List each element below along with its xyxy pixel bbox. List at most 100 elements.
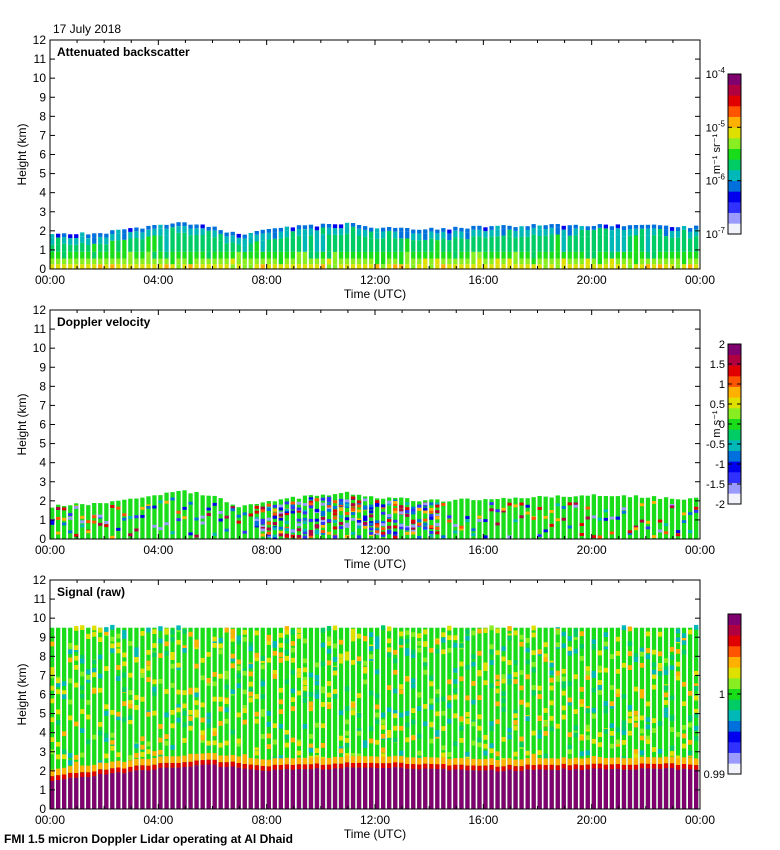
- backscatter-cell: [236, 264, 241, 269]
- signal-cell: [344, 762, 350, 768]
- backscatter-cell: [266, 229, 271, 233]
- backscatter-cell: [260, 251, 265, 259]
- velocity-cell: [567, 502, 572, 506]
- signal-cell: [645, 735, 651, 741]
- signal-cell: [152, 758, 157, 765]
- signal-cell: [188, 755, 193, 762]
- backscatter-cell: [369, 227, 374, 232]
- backscatter-cell: [272, 251, 277, 259]
- backscatter-cell: [320, 258, 326, 265]
- backscatter-cell: [332, 228, 338, 235]
- velocity-cell: [188, 532, 193, 536]
- signal-cell: [471, 740, 476, 746]
- signal-cell: [688, 769, 693, 809]
- signal-cell: [495, 688, 500, 694]
- backscatter-cell: [651, 224, 657, 229]
- backscatter-cell: [441, 238, 446, 252]
- y-tick-label: 4: [39, 186, 46, 200]
- velocity-cell: [230, 506, 235, 510]
- backscatter-cell: [218, 233, 223, 241]
- backscatter-cell: [242, 264, 247, 269]
- signal-cell: [248, 691, 253, 697]
- velocity-cell: [338, 515, 344, 519]
- signal-cell: [320, 627, 326, 809]
- signal-cell: [182, 648, 187, 653]
- signal-cell: [435, 764, 440, 770]
- signal-cell: [405, 722, 410, 728]
- backscatter-cell: [381, 227, 386, 232]
- backscatter-cell: [561, 264, 566, 269]
- backscatter-cell: [507, 258, 512, 265]
- signal-cell: [513, 660, 518, 665]
- signal-cell: [675, 769, 681, 809]
- signal-cell: [86, 669, 91, 675]
- velocity-cell: [164, 500, 169, 504]
- signal-cell: [326, 636, 332, 642]
- velocity-cell: [381, 534, 386, 537]
- signal-cell: [549, 758, 554, 765]
- velocity-cell: [320, 530, 326, 533]
- backscatter-cell: [585, 226, 590, 231]
- backscatter-cell: [218, 230, 223, 234]
- colorbar-swatch: [728, 731, 741, 743]
- signal-cell: [182, 755, 187, 763]
- velocity-cell: [417, 519, 422, 523]
- signal-cell: [621, 740, 627, 745]
- backscatter-cell: [212, 237, 217, 252]
- signal-cell: [122, 661, 127, 667]
- signal-cell: [218, 767, 223, 809]
- signal-cell: [597, 742, 602, 747]
- backscatter-cell: [694, 229, 699, 237]
- signal-cell: [200, 730, 205, 736]
- backscatter-cell: [561, 236, 566, 252]
- backscatter-cell: [465, 251, 470, 259]
- signal-cell: [230, 628, 235, 634]
- signal-cell: [92, 627, 97, 809]
- backscatter-cell: [519, 258, 524, 265]
- backscatter-cell: [669, 251, 675, 259]
- backscatter-cell: [663, 258, 669, 265]
- signal-cell: [363, 627, 368, 809]
- signal-cell: [62, 627, 67, 809]
- signal-cell: [242, 705, 247, 710]
- backscatter-cell: [140, 264, 145, 269]
- backscatter-cell: [248, 233, 253, 237]
- velocity-cell: [266, 521, 271, 525]
- signal-cell: [543, 720, 548, 726]
- signal-cell: [603, 632, 608, 637]
- backscatter-cell: [164, 258, 169, 265]
- signal-cell: [537, 716, 542, 721]
- signal-cell: [465, 765, 470, 771]
- backscatter-cell: [218, 240, 223, 252]
- signal-cell: [525, 764, 530, 770]
- velocity-cell: [50, 521, 55, 525]
- signal-cell: [531, 769, 536, 809]
- signal-cell: [567, 732, 572, 738]
- signal-cell: [435, 711, 440, 717]
- signal-cell: [260, 681, 265, 687]
- signal-cell: [80, 654, 85, 660]
- signal-cell: [98, 762, 103, 770]
- signal-cell: [158, 627, 163, 809]
- signal-cell: [122, 672, 127, 678]
- velocity-cell: [260, 525, 265, 529]
- velocity-cell: [254, 510, 259, 514]
- signal-cell: [489, 627, 494, 809]
- backscatter-cell: [681, 236, 687, 252]
- velocity-cell: [302, 503, 308, 506]
- signal-cell: [453, 635, 458, 641]
- signal-cell: [675, 649, 681, 654]
- signal-cell: [110, 740, 115, 745]
- signal-cell: [381, 748, 386, 753]
- signal-cell: [338, 653, 344, 659]
- signal-cell: [140, 696, 145, 702]
- signal-cell: [116, 648, 121, 654]
- velocity-cell: [411, 531, 416, 535]
- backscatter-cell: [326, 227, 332, 235]
- velocity-cell: [266, 531, 271, 535]
- signal-cell: [363, 763, 368, 768]
- signal-cell: [429, 764, 434, 769]
- velocity-cell: [429, 534, 434, 538]
- backscatter-cell: [326, 251, 332, 259]
- velocity-cell: [320, 524, 326, 528]
